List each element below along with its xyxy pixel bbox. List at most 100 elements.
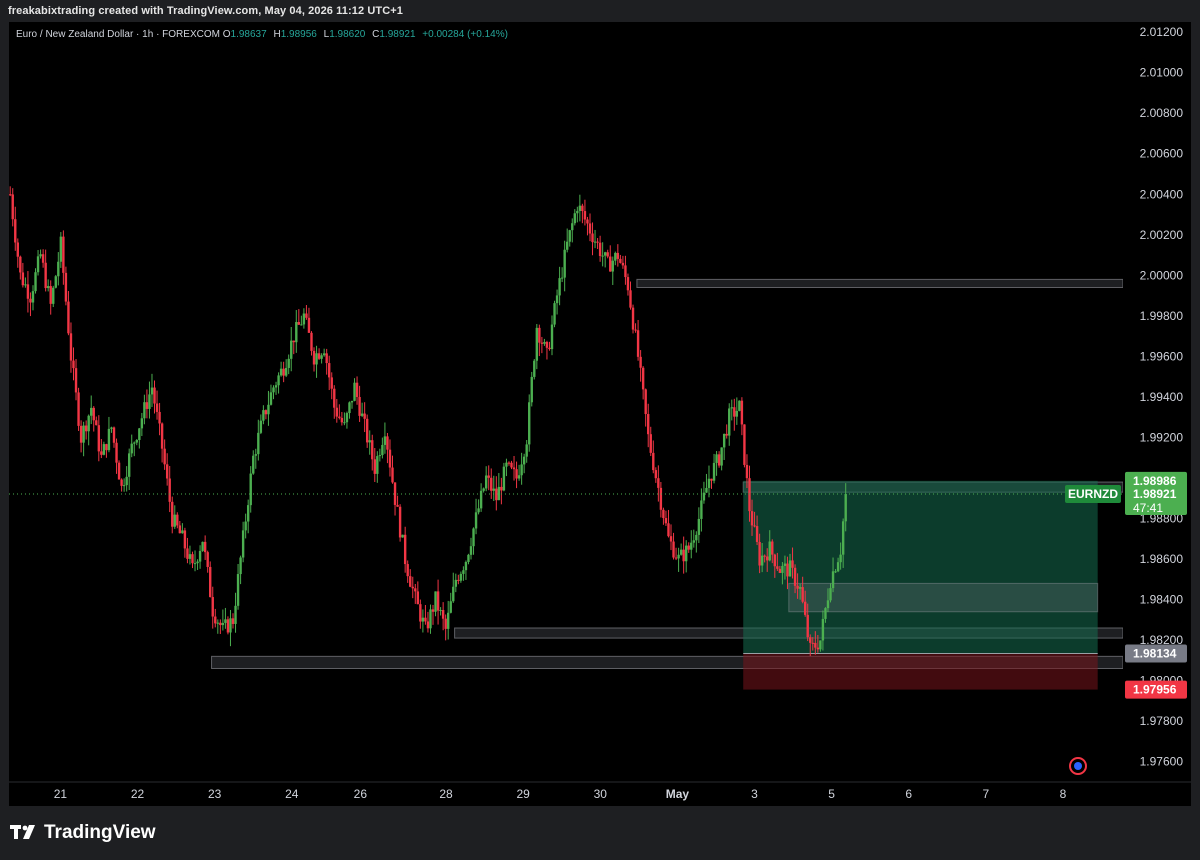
candle-body [317,353,321,359]
candle-body [312,350,316,365]
candle-body [350,400,354,403]
candle-body [626,277,630,291]
candle-body [102,444,106,455]
candle-body [231,618,235,624]
candle-body [234,605,237,624]
candle-body [325,353,328,364]
candle-body [381,444,384,456]
price-tick-label: 1.98800 [1140,512,1184,526]
candle-body [444,618,447,629]
candle-body [576,210,579,214]
candle-body [614,252,617,261]
legend-symbol: Euro / New Zealand Dollar · 1h · FOREXCO… [16,29,220,40]
candle-body [621,262,625,266]
candlestick-chart[interactable]: 2.01200 2.01000 2.00800 2.00600 2.00400 2.002… [9,22,1191,806]
alert-circle-icon[interactable] [1069,757,1087,775]
candle-body [606,252,609,257]
time-tick-label: 29 [516,787,530,801]
candle-body [482,488,485,491]
price-tick-label: 1.98200 [1140,633,1184,647]
current-price-tag-countdown: 47:41 [1133,501,1163,515]
candle-body [588,223,592,234]
candle-body [348,402,351,414]
candle-body [538,327,541,343]
candle-body [62,236,65,273]
candle-body [700,500,703,519]
candle-body [639,356,642,368]
candle-body [328,363,331,378]
profit-zone[interactable] [743,480,1098,654]
candle-body [135,440,138,443]
candle-body [528,402,531,445]
brand-name: TradingView [44,822,156,843]
tradingview-brand[interactable]: TradingView [10,822,156,844]
candle-body [644,389,647,415]
candle-body [725,433,728,436]
candle-body [92,407,95,421]
candle-body [593,241,597,243]
candle-body [229,618,232,633]
candle-body [720,447,723,466]
candle-body [315,353,318,365]
candle-body [586,219,589,224]
candle-body [495,488,498,501]
candle-body [398,506,402,538]
candle-body [766,556,769,561]
candle-body [636,330,640,357]
candle-body [558,278,561,296]
candle-body [49,286,52,304]
candle-body [583,211,587,220]
candle-body [365,418,369,443]
candle-body [59,236,63,262]
candle-body [409,576,412,587]
candle-body [657,478,660,488]
price-tick-label: 1.99800 [1140,309,1184,323]
candle-body [335,407,339,417]
candle-body [641,367,645,390]
candle-body [188,554,192,559]
candle-body [566,241,569,250]
symbol-tag-bg [1065,485,1121,504]
candle-body [649,434,652,453]
candle-body [484,475,488,489]
zone-0 [636,278,1124,288]
current-price-tag: 1.98921 [1133,487,1177,501]
legend-low: 1.98620 [329,29,366,40]
price-tick-label: 2.01200 [1140,25,1184,39]
candle-body [259,420,263,433]
candle-body [819,640,822,650]
candle-body [603,252,607,256]
candle-body [715,454,718,463]
candle-body [297,322,301,325]
candle-body [403,534,407,565]
candle-body [505,462,508,467]
candle-body [464,561,468,571]
candle-body [274,385,278,388]
candle-body [806,614,809,638]
candle-body [457,579,460,581]
candle-body [687,545,690,550]
candle-body [34,272,37,292]
candle-body [512,467,516,470]
candle-body [733,407,736,417]
candle-body [284,367,288,376]
candle-body [522,456,526,465]
candle-body [487,475,490,478]
candle-body [667,523,670,537]
candle-body [748,478,751,512]
candle-body [548,347,551,350]
price-tick-label: 1.99400 [1140,390,1184,404]
candle-body [310,332,313,351]
candle-body [74,368,78,393]
loss-zone[interactable] [743,653,1098,690]
candle-body [439,610,442,612]
candle-body [173,514,176,527]
candle-body [345,413,349,423]
candle-body [502,466,506,491]
candle-body [712,462,716,481]
candle-body [183,530,187,549]
candle-body [115,442,118,463]
candle-body [492,488,495,491]
candle-body [391,467,394,483]
candle-body [158,411,161,424]
